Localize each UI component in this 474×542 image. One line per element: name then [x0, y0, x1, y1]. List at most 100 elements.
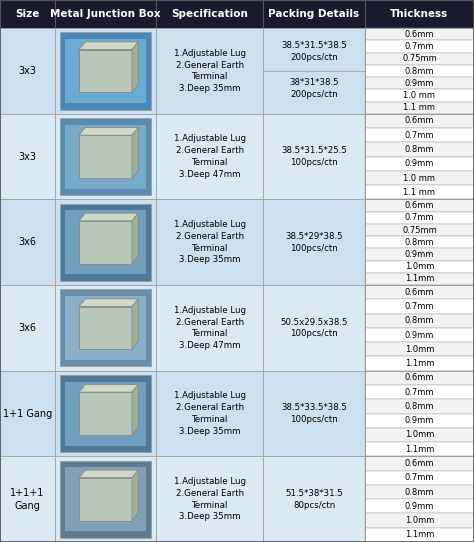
- Text: 0.9mm: 0.9mm: [405, 331, 434, 339]
- Bar: [365, 128, 474, 143]
- Bar: [55, 114, 156, 199]
- Bar: [365, 89, 474, 101]
- Text: 1.0 mm: 1.0 mm: [403, 91, 436, 100]
- Bar: [365, 414, 474, 428]
- Text: Metal Junction Box: Metal Junction Box: [50, 9, 161, 19]
- Polygon shape: [132, 470, 138, 521]
- Bar: [263, 456, 365, 542]
- Bar: [365, 428, 474, 442]
- Text: 0.7mm: 0.7mm: [405, 214, 434, 222]
- Text: 0.75mm: 0.75mm: [402, 54, 437, 63]
- Bar: [79, 392, 132, 435]
- Bar: [365, 299, 474, 314]
- Text: 1.Adjustable Lug
2.General Earth
Terminal
3.Deep 47mm: 1.Adjustable Lug 2.General Earth Termina…: [174, 306, 246, 350]
- Polygon shape: [79, 213, 138, 221]
- Bar: [263, 0, 365, 28]
- Bar: [365, 101, 474, 114]
- Bar: [365, 0, 474, 28]
- Bar: [60, 461, 151, 538]
- Bar: [365, 328, 474, 342]
- Text: 51.5*38*31.5
80pcs/ctn: 51.5*38*31.5 80pcs/ctn: [285, 489, 343, 509]
- Text: 0.6mm: 0.6mm: [405, 459, 434, 468]
- Text: 50.5x29.5x38.5
100pcs/ctn: 50.5x29.5x38.5 100pcs/ctn: [280, 318, 348, 338]
- Text: 1.1 mm: 1.1 mm: [403, 188, 436, 197]
- Text: 3x3: 3x3: [18, 152, 36, 162]
- Polygon shape: [132, 127, 138, 178]
- Bar: [156, 0, 263, 28]
- Bar: [263, 371, 365, 456]
- Bar: [365, 199, 474, 285]
- Text: 0.8mm: 0.8mm: [405, 67, 434, 75]
- Text: 1+1+1
Gang: 1+1+1 Gang: [10, 488, 45, 511]
- Bar: [263, 114, 365, 199]
- Bar: [60, 289, 151, 366]
- Text: 0.7mm: 0.7mm: [405, 388, 434, 397]
- Bar: [60, 118, 151, 195]
- Bar: [365, 171, 474, 185]
- Bar: [65, 382, 146, 446]
- Text: 0.6mm: 0.6mm: [405, 117, 434, 125]
- Text: 1.0 mm: 1.0 mm: [403, 173, 436, 183]
- Bar: [55, 285, 156, 371]
- Bar: [365, 485, 474, 499]
- Text: 0.6mm: 0.6mm: [405, 30, 434, 39]
- Text: 0.9mm: 0.9mm: [405, 416, 434, 425]
- Bar: [65, 467, 146, 531]
- Text: 0.6mm: 0.6mm: [405, 288, 434, 296]
- Bar: [263, 285, 365, 371]
- Bar: [365, 41, 474, 53]
- Bar: [365, 261, 474, 273]
- Text: 0.8mm: 0.8mm: [405, 317, 434, 325]
- Polygon shape: [79, 127, 138, 136]
- Bar: [65, 125, 146, 189]
- Text: 0.6mm: 0.6mm: [405, 373, 434, 382]
- Text: 1.0mm: 1.0mm: [405, 430, 434, 440]
- Text: 0.8mm: 0.8mm: [405, 402, 434, 411]
- Bar: [55, 371, 156, 456]
- Bar: [65, 210, 146, 274]
- Bar: [156, 456, 263, 542]
- Polygon shape: [79, 470, 138, 478]
- Text: Packing Details: Packing Details: [268, 9, 360, 19]
- Bar: [263, 199, 365, 285]
- Text: 38.5*31.5*38.5
200pcs/ctn: 38.5*31.5*38.5 200pcs/ctn: [281, 41, 347, 62]
- Bar: [365, 285, 474, 371]
- Bar: [365, 77, 474, 89]
- Text: 1.1mm: 1.1mm: [405, 445, 434, 454]
- Text: 0.8mm: 0.8mm: [405, 238, 434, 247]
- Text: 0.8mm: 0.8mm: [405, 145, 434, 154]
- Text: 1.Adjustable Lug
2.General Earth
Terminal
3.Deep 35mm: 1.Adjustable Lug 2.General Earth Termina…: [174, 220, 246, 264]
- Polygon shape: [79, 42, 138, 50]
- Bar: [365, 357, 474, 371]
- Bar: [365, 528, 474, 542]
- Text: Size: Size: [15, 9, 39, 19]
- Bar: [365, 442, 474, 456]
- Text: 0.7mm: 0.7mm: [405, 131, 434, 140]
- Text: 0.9mm: 0.9mm: [405, 79, 434, 88]
- Text: 0.7mm: 0.7mm: [405, 473, 434, 482]
- Text: 1.Adjustable Lug
2.General Earth
Terminal
3.Deep 35mm: 1.Adjustable Lug 2.General Earth Termina…: [174, 49, 246, 93]
- Text: 38.5*33.5*38.5
100pcs/ctn: 38.5*33.5*38.5 100pcs/ctn: [281, 403, 347, 424]
- Bar: [365, 499, 474, 513]
- Bar: [365, 456, 474, 542]
- Bar: [365, 28, 474, 114]
- Text: 0.7mm: 0.7mm: [405, 302, 434, 311]
- Bar: [55, 199, 156, 285]
- Text: 1.0mm: 1.0mm: [405, 516, 434, 525]
- Bar: [365, 114, 474, 128]
- Bar: [0, 0, 55, 28]
- Bar: [156, 285, 263, 371]
- Polygon shape: [79, 384, 138, 392]
- Bar: [365, 314, 474, 328]
- Bar: [365, 456, 474, 470]
- Text: 1.1 mm: 1.1 mm: [403, 103, 436, 112]
- Bar: [365, 470, 474, 485]
- Bar: [156, 114, 263, 199]
- Bar: [365, 273, 474, 285]
- Bar: [65, 296, 146, 360]
- Bar: [60, 375, 151, 452]
- Polygon shape: [132, 42, 138, 92]
- Bar: [365, 342, 474, 357]
- Bar: [365, 114, 474, 199]
- Text: 1.0mm: 1.0mm: [405, 262, 434, 271]
